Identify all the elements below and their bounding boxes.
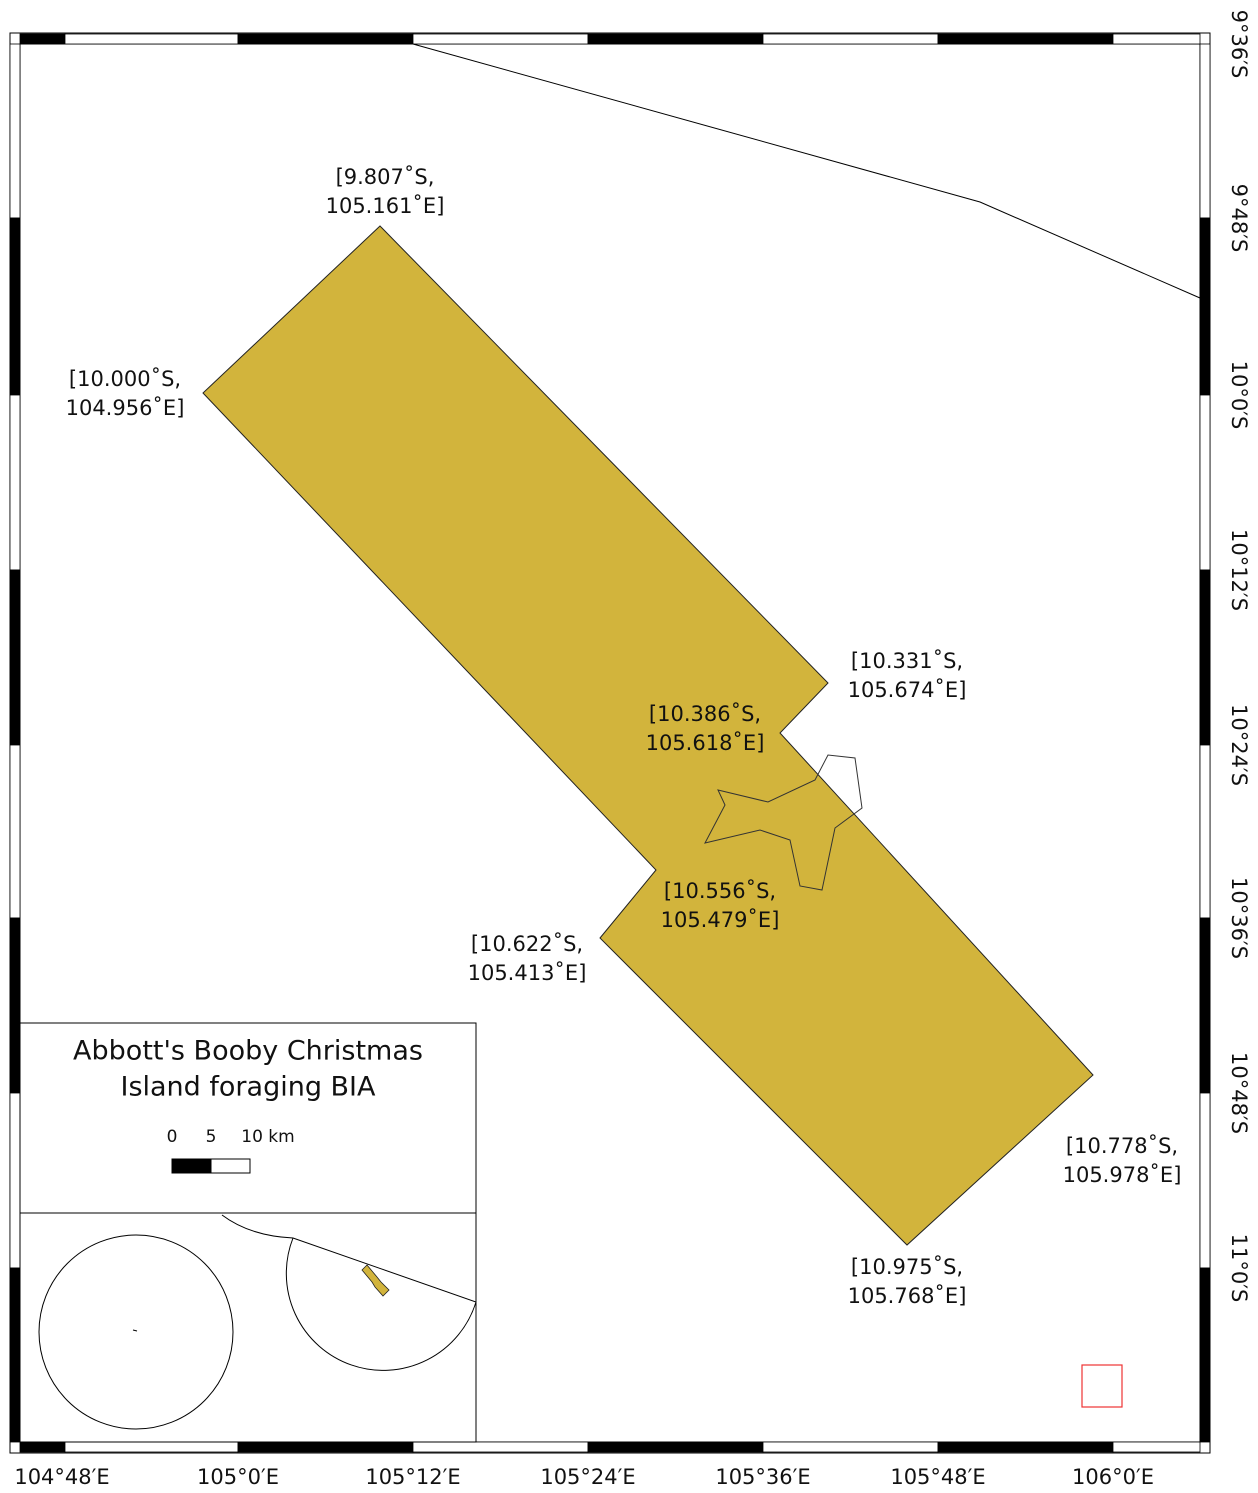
vertex-label: 105.768˚E] [848,1284,967,1308]
border-segment [1199,394,1211,571]
border-segment [587,33,764,45]
legend-title: Abbott's Booby Christmas [73,1036,423,1067]
border-segment [9,1267,21,1443]
inset-map [19,1212,477,1443]
border-segment [9,394,21,571]
border-segment [9,43,21,219]
scale-bar [210,1158,251,1174]
legend: Abbott's Booby Christmas Island foraging… [19,1022,477,1214]
border-segment [64,33,239,45]
x-axis-label: 105°36′E [715,1465,810,1489]
x-axis-label: 105°0′E [197,1465,279,1489]
y-axis-label: 9°36′S [1227,10,1251,79]
vertex-label: [9.807˚S, [336,165,435,189]
foraging-area [202,225,1094,1246]
border-segment [237,1441,414,1453]
border-segment [587,1441,764,1453]
border-segment [937,1441,1114,1453]
vertex-label: [10.331˚S, [851,649,963,673]
legend-title: Island foraging BIA [120,1072,376,1103]
border-segment [937,33,1114,45]
vertex-label: 105.161˚E] [326,194,445,218]
island-outline [704,754,863,891]
vertex-label: [10.000˚S, [69,367,181,391]
border-segment [237,33,414,45]
border-segment [1112,1441,1201,1453]
scale-label: 10 km [241,1127,294,1147]
x-axis-label: 106°0′E [1072,1465,1154,1489]
border-segment [412,1441,589,1453]
scale-label: 5 [206,1127,217,1147]
x-axis-label: 105°12′E [365,1465,460,1489]
locator-box [1081,1364,1123,1408]
border-segment [1199,1267,1211,1443]
vertex-label: 105.618˚E] [646,731,765,755]
border-segment [64,1441,239,1453]
boundary-line [412,43,1201,299]
border-segment [1199,917,1211,1094]
border-segment [1112,33,1201,45]
vertex-label: 105.479˚E] [661,908,780,932]
vertex-label: [10.622˚S, [471,932,583,956]
inset-circle [285,1237,476,1371]
x-axis-label: 105°24′E [540,1465,635,1489]
border-segment [762,1441,939,1453]
border-segment [19,33,66,45]
vertex-label: [10.778˚S, [1066,1134,1178,1158]
y-axis-label: 10°12′S [1227,529,1251,611]
vertex-label: [10.386˚S, [649,702,761,726]
inset-circle [38,1234,234,1430]
y-axis-label: 10°48′S [1227,1052,1251,1134]
y-axis-label: 10°36′S [1227,877,1251,959]
border-segment [1199,744,1211,919]
border-segment [762,33,939,45]
legend-box [19,1022,477,1214]
x-axis-label: 104°48′E [14,1465,109,1489]
vertex-label: 105.674˚E] [848,678,967,702]
inset-area [361,1264,390,1297]
x-axis-label: 105°48′E [890,1465,985,1489]
border-segment [9,569,21,746]
y-axis-label: 11°0′S [1227,1234,1251,1303]
border-segment [9,217,21,396]
inset-boundary [221,1214,476,1303]
inset-island [132,1329,138,1332]
inset-box [19,1212,477,1443]
y-axis-label: 10°0′S [1227,361,1251,430]
vertex-label: [10.556˚S, [664,879,776,903]
graticule-border [9,33,1211,1453]
border-segment [1199,569,1211,746]
border-segment [412,33,589,45]
vertex-label: [10.975˚S, [851,1255,963,1279]
scale-label: 0 [167,1127,178,1147]
border-segment [1199,43,1211,219]
scale-bar [171,1158,212,1174]
border-segment [9,917,21,1094]
border-segment [1199,217,1211,396]
border-segment [9,1092,21,1269]
vertex-label: 104.956˚E] [66,396,185,420]
vertex-label: 105.413˚E] [468,961,587,985]
border-segment [9,744,21,919]
border-segment [19,1441,66,1453]
y-axis-label: 10°24′S [1227,704,1251,786]
y-axis-label: 9°48′S [1227,184,1251,253]
vertex-label: 105.978˚E] [1063,1163,1182,1187]
border-segment [1199,1092,1211,1269]
